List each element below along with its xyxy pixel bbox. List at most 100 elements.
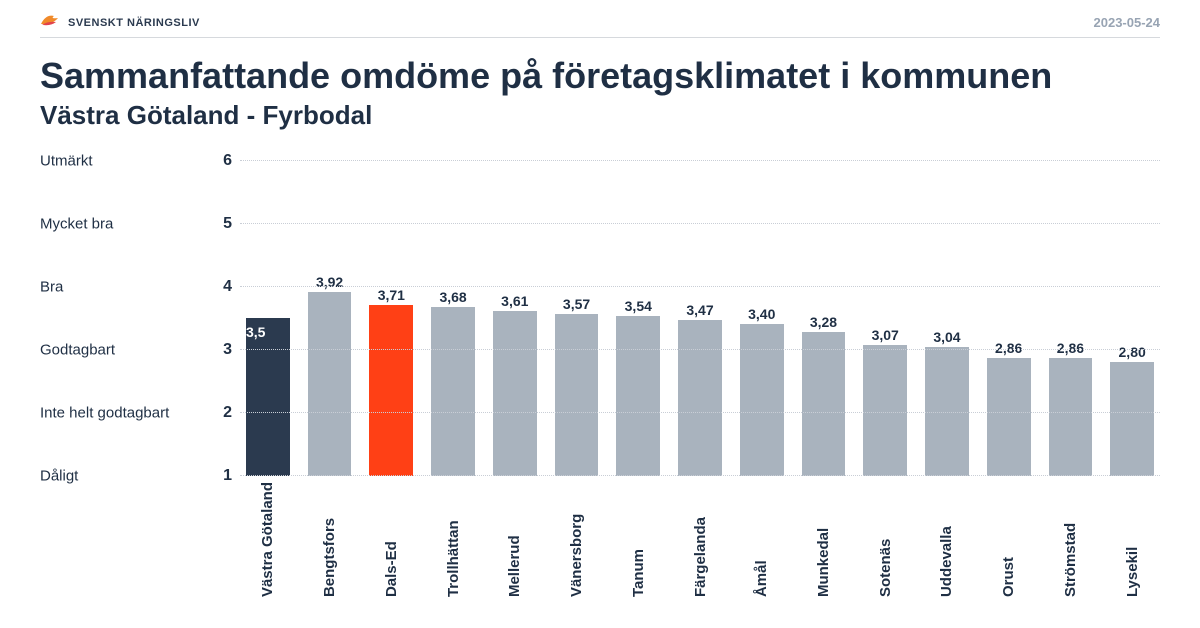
x-label: Dals-Ed xyxy=(383,482,400,597)
y-tick: 6 xyxy=(223,152,232,170)
x-label: Strömstad xyxy=(1062,482,1079,597)
x-label: Åmål xyxy=(753,482,770,597)
x-label: Lysekil xyxy=(1124,482,1141,597)
bar-value: 3,47 xyxy=(686,302,713,318)
bar-rect xyxy=(1049,358,1093,475)
y-tick: 2 xyxy=(223,404,232,422)
bar-rect xyxy=(802,332,846,476)
gridline xyxy=(240,160,1160,161)
bar: 3,57 xyxy=(555,296,599,476)
brand: SVENSKT NÄRINGSLIV xyxy=(40,12,200,33)
bar-value: 3,04 xyxy=(933,329,960,345)
gridline xyxy=(240,412,1160,413)
x-label: Sotenäs xyxy=(877,482,894,597)
bar-chart: Dåligt Inte helt godtagbart Godtagbart Bra M… xyxy=(40,161,1160,601)
bar-rect xyxy=(863,345,907,475)
x-label: Orust xyxy=(1000,482,1017,597)
x-label: Färgelanda xyxy=(692,482,709,597)
bar: 3,61 xyxy=(493,293,537,475)
bar: 3,54 xyxy=(616,298,660,476)
page-title: Sammanfattande omdöme på företagsklimate… xyxy=(40,56,1160,96)
bar: 3,71 xyxy=(369,287,413,476)
x-label-slot: Tanum xyxy=(616,482,660,597)
x-label-slot: Vänersborg xyxy=(555,482,599,597)
y-category-labels: DåligtInte helt godtagbartGodtagbartBraM… xyxy=(40,161,200,476)
header: SVENSKT NÄRINGSLIV 2023-05-24 xyxy=(40,12,1160,38)
bar: 3,28 xyxy=(802,314,846,476)
x-label-slot: Bengtsfors xyxy=(308,482,352,597)
y-category-label: Utmärkt xyxy=(40,152,93,169)
bar-value: 3,92 xyxy=(316,274,343,290)
x-label-slot: Strömstad xyxy=(1049,482,1093,597)
bar-value: 3,28 xyxy=(810,314,837,330)
x-label: Trollhättan xyxy=(445,482,462,597)
bar: 3,92 xyxy=(308,274,352,476)
page-subtitle: Västra Götaland - Fyrbodal xyxy=(40,100,1160,131)
bar-value: 3,57 xyxy=(563,296,590,312)
bar: 2,86 xyxy=(1049,340,1093,475)
bar: 3,5 xyxy=(246,318,290,476)
bar: 2,86 xyxy=(987,340,1031,475)
bar-rect xyxy=(493,311,537,475)
bar-rect xyxy=(740,324,784,475)
bar-value: 3,07 xyxy=(872,327,899,343)
bar: 2,80 xyxy=(1110,344,1154,475)
x-label: Uddevalla xyxy=(938,482,955,597)
bar: 3,04 xyxy=(925,329,969,476)
gridline xyxy=(240,475,1160,476)
bar-rect xyxy=(678,320,722,476)
page: SVENSKT NÄRINGSLIV 2023-05-24 Sammanfatt… xyxy=(0,0,1200,628)
x-label-slot: Sotenäs xyxy=(863,482,907,597)
bar-value: 3,68 xyxy=(439,289,466,305)
y-tick: 1 xyxy=(223,467,232,485)
bar-rect xyxy=(1110,362,1154,475)
bar: 3,47 xyxy=(678,302,722,476)
bar-rect xyxy=(555,314,599,476)
y-tick: 4 xyxy=(223,278,232,296)
x-label-slot: Lysekil xyxy=(1110,482,1154,597)
bar-value: 3,61 xyxy=(501,293,528,309)
y-tick: 3 xyxy=(223,341,232,359)
x-label-slot: Västra Götaland xyxy=(246,482,290,597)
bar-rect xyxy=(616,316,660,476)
y-category-label: Godtagbart xyxy=(40,341,115,358)
x-label-slot: Uddevalla xyxy=(925,482,969,597)
y-category-label: Dåligt xyxy=(40,467,78,484)
y-category-label: Bra xyxy=(40,278,63,295)
x-label-slot: Färgelanda xyxy=(678,482,722,597)
x-label: Munkedal xyxy=(815,482,832,597)
x-label: Mellerud xyxy=(506,482,523,597)
x-label-slot: Trollhättan xyxy=(431,482,475,597)
bar-value: 2,80 xyxy=(1119,344,1146,360)
y-tick: 5 xyxy=(223,215,232,233)
bar-rect xyxy=(369,305,413,476)
bar-rect xyxy=(987,358,1031,475)
y-category-label: Inte helt godtagbart xyxy=(40,404,169,421)
y-tick-labels: 123456 xyxy=(200,161,240,476)
plot-area: 3,5 3,92 3,71 3,68 3,61 3,57 3,54 3,47 3,40 3,28 3… xyxy=(240,161,1160,476)
x-label: Västra Götaland xyxy=(259,482,276,597)
x-label: Tanum xyxy=(630,482,647,597)
bar-rect: 3,5 xyxy=(246,318,290,476)
x-label-slot: Åmål xyxy=(740,482,784,597)
x-label-slot: Dals-Ed xyxy=(369,482,413,597)
brand-flame-icon xyxy=(40,12,62,33)
bars-container: 3,5 3,92 3,71 3,68 3,61 3,57 3,54 3,47 3,40 3,28 3… xyxy=(240,161,1160,476)
x-label-slot: Orust xyxy=(987,482,1031,597)
gridline xyxy=(240,286,1160,287)
brand-text: SVENSKT NÄRINGSLIV xyxy=(68,17,200,29)
bar-value: 3,71 xyxy=(378,287,405,303)
x-label-slot: Mellerud xyxy=(493,482,537,597)
bar-value: 3,5 xyxy=(246,324,265,340)
x-label-slot: Munkedal xyxy=(802,482,846,597)
bar-value: 3,54 xyxy=(625,298,652,314)
bar: 3,68 xyxy=(431,289,475,476)
x-label: Vänersborg xyxy=(568,482,585,597)
bar-rect xyxy=(308,292,352,476)
y-category-label: Mycket bra xyxy=(40,215,113,232)
x-labels-container: Västra Götaland Bengtsfors Dals-Ed Trollhät… xyxy=(240,476,1160,597)
bar-value: 3,40 xyxy=(748,306,775,322)
bar-rect xyxy=(431,307,475,476)
x-label: Bengtsfors xyxy=(321,482,338,597)
gridline xyxy=(240,349,1160,350)
